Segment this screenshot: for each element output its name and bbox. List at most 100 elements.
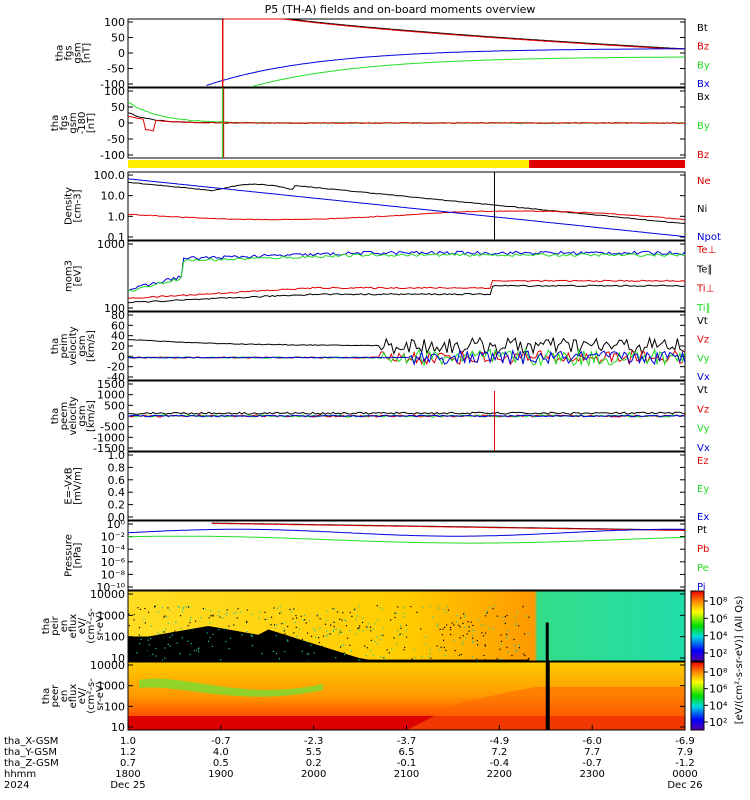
y-tick-label: 10⁻¹⁰ (96, 581, 125, 594)
by-trace (127, 101, 686, 124)
x-tick-label: -3.7 (397, 736, 417, 747)
data-gap-marker (545, 622, 549, 661)
y-tick-label: 1000 (97, 680, 125, 693)
x-tick-label: -6.0 (582, 736, 602, 747)
y-label-line: eflux (68, 614, 79, 639)
panel-frame (127, 451, 686, 521)
panel-frame (127, 311, 686, 381)
y-tick-label: 10⁰ (107, 518, 126, 531)
legend-entry: Bz (697, 42, 709, 53)
pb-trace (211, 522, 686, 531)
legend-entry: Ni (697, 204, 707, 215)
y-tick-label: 500 (104, 399, 125, 412)
legend-entry: Ne (697, 176, 711, 187)
bz-trace (127, 115, 686, 132)
y-label-line: sr-eV) (95, 681, 106, 710)
vx-trace (127, 348, 686, 366)
panel5-traces (127, 336, 686, 367)
y-tick-label: 0 (118, 47, 125, 60)
te-perp-trace (127, 279, 686, 299)
pi-trace (127, 528, 685, 537)
y-tick-label: 1.0 (108, 210, 126, 223)
y-tick-label: -100 (100, 149, 125, 162)
y-tick-label: 0.6 (108, 474, 126, 487)
legend-entry: Vt (697, 316, 708, 327)
vt-trace (127, 411, 686, 415)
y-tick-label: 100 (104, 631, 125, 644)
colorbar-label: [eV/(cm²-s-sr-eV)] (All Qs) (734, 596, 745, 725)
y-label-line: tha (50, 408, 61, 424)
x-tick-label: 0.7 (120, 758, 136, 769)
spectrogram-band (139, 678, 323, 697)
colorbar-tick: 10⁶ (709, 612, 728, 625)
panel-frame (127, 240, 686, 312)
y-tick-label: -50 (107, 133, 125, 146)
y-label-line: sr-eV) (95, 611, 106, 640)
y-tick-label: 10 (111, 721, 125, 734)
y-label-line: tha (41, 688, 52, 704)
panel2-traces (127, 88, 686, 158)
y-label-line: -180 (77, 112, 88, 135)
y-label-line: [nPa] (73, 542, 84, 568)
legend-entry: Vx (697, 443, 710, 454)
y-tick-label: -1500 (93, 442, 125, 455)
y-tick-label: 100 (104, 16, 125, 29)
legend-entry: Npot (697, 232, 721, 243)
x-tick-label: 1.0 (120, 736, 136, 747)
y-label-line: fgs (64, 45, 75, 60)
plot-title: P5 (TH-A) fields and on-board moments ov… (265, 3, 536, 16)
ti-perp-trace (127, 250, 686, 292)
x-date-end: Dec 26 (667, 780, 702, 791)
y-tick-label: -20 (107, 361, 125, 374)
colorbar-tick: 10⁶ (709, 683, 728, 696)
x-tick-label: 2300 (579, 769, 604, 780)
legend-entry: Bx (697, 92, 710, 103)
y-label-line: Density (64, 187, 75, 225)
vx-trace (127, 414, 686, 418)
te-par-trace (128, 284, 686, 304)
y-tick-label: 10⁻² (101, 531, 125, 544)
y-label-line: eV/ (77, 617, 88, 634)
x-row-label: tha_Z-GSM (4, 758, 59, 769)
x-tick-label: -4.9 (490, 736, 510, 747)
pe-trace (128, 535, 685, 544)
y-tick-label: -50 (107, 63, 125, 76)
y-tick-label: 0.1 (108, 231, 126, 244)
npot-trace (127, 178, 686, 238)
y-label-line: [nT] (82, 43, 93, 63)
y-axis-label: Density[cm-3] (64, 187, 84, 225)
y-tick-label: -40 (107, 371, 125, 384)
legend-entry: By (697, 121, 710, 132)
y-label-line: [cm-3] (73, 189, 84, 222)
x-tick-label: 6.5 (399, 747, 415, 758)
y-label-line: [nT] (86, 113, 97, 133)
legend-entry: Ey (697, 484, 709, 495)
x-tick-label: -0.7 (582, 758, 602, 769)
y-label-line: [km/s] (86, 400, 97, 432)
legend-entry: Bz (697, 150, 709, 161)
panel4: 1000 100 mom3[eV] Te⊥ Te∥ Ti⊥ Ti∥ (64, 238, 717, 315)
legend-entry: Te∥ (696, 264, 713, 275)
y-label-line: velocity (68, 396, 79, 435)
legend-entry: Bx (697, 79, 710, 90)
y-tick-label: -100 (100, 78, 125, 91)
y-tick-label: -500 (100, 421, 125, 434)
y-label-line: en (59, 620, 70, 633)
colorbar-scale (690, 590, 705, 662)
y-label-line: [km/s] (86, 330, 97, 362)
legend-entry: Ti∥ (696, 303, 711, 314)
x-row-label: tha_X-GSM (4, 736, 58, 747)
colorbar: 10⁸ 10⁶ 10⁴ 10² (690, 590, 728, 662)
x-row-label: tha_Y-GSM (4, 747, 57, 758)
y-label-line: peem (59, 402, 70, 430)
panel-frame (127, 520, 686, 591)
legend-entry: Pb (697, 544, 709, 555)
y-tick-label: 10000 (90, 659, 125, 672)
